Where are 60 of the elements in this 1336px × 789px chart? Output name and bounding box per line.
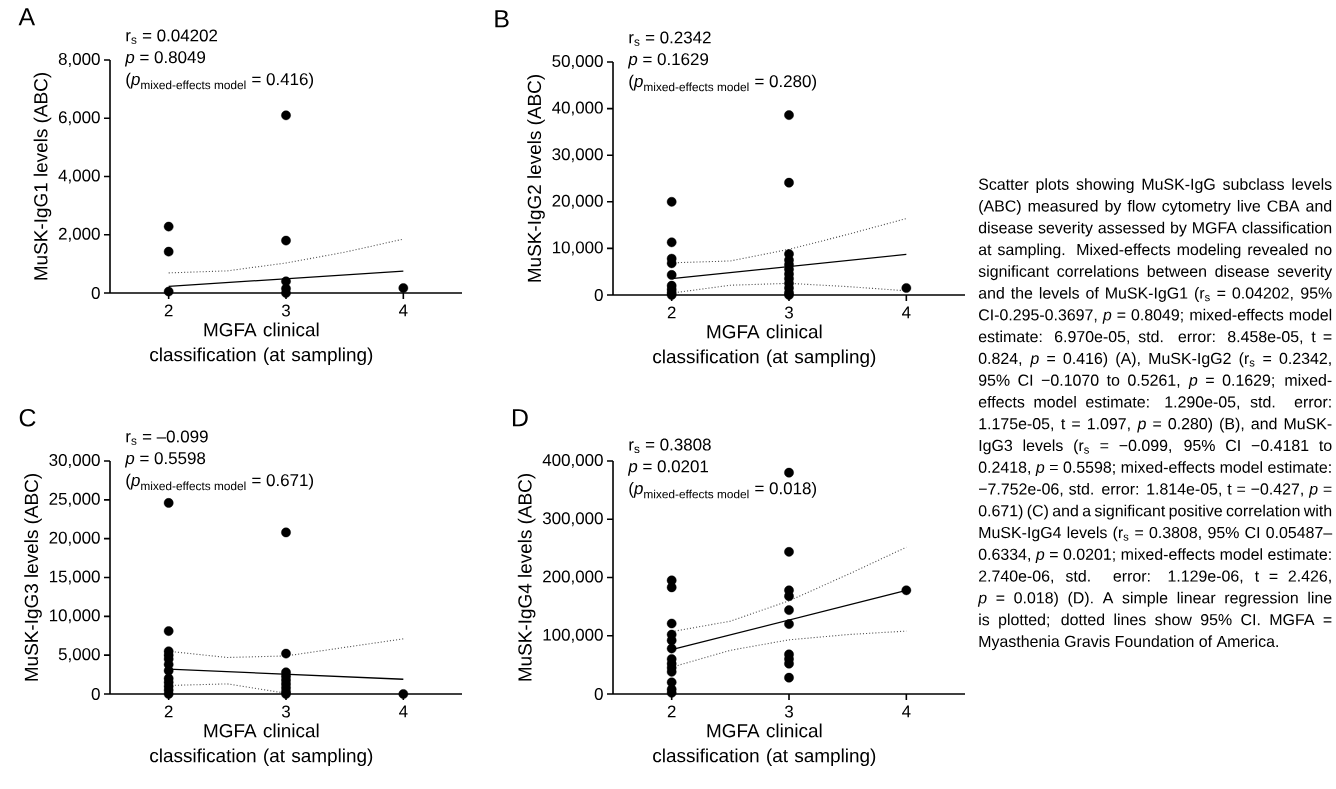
- y-tick-label: 20,000: [552, 194, 603, 209]
- x-tick-label: 2: [164, 705, 173, 718]
- y-tick-label: 25,000: [49, 492, 100, 507]
- y-tick-label: 10,000: [49, 609, 100, 624]
- x-tick-label: 3: [281, 304, 290, 317]
- y-tick-label: 400,000: [542, 454, 603, 468]
- y-axis-title: MuSK-IgG1 levels (ABC): [33, 73, 52, 280]
- y-tick-label: 30,000: [552, 148, 603, 163]
- text: Scatter plots showing MuSK-IgG subclass levels (ABC) measured by flow cytometry live CBA and disease severity assessed by MGFA classification at sampling. Mixed-effects modeling revealed no significant correlations between disease severity and the levels of MuSK-IgG1 (r$_{s}$ = 0.04202, 95% CI-0.295-0.3697, p = 0.8049; mixed-effects model estimate: 6.970e-05, std. error: 8.458e-05, t = 0.824, p = 0.416) (A), MuSK-IgG2 (r$_{s}$ = 0.2342, 95% CI −0.1070 to 0.5261, p = 0.1629; mixed-effects model estimate: 1.290e-05, std. error: 1.175e-05, t = 1.097, p = 0.280) (B), and MuSK-IgG3 levels (r$_{s}$ = −0.099, 95% CI −0.4181 to 0.2418, p = 0.5598; mixed-effects model estimate: −7.752e-06, std. error: 1.814e-05, t = −0.427, p = 0.671) (C) and a significant positive correlation with MuSK-IgG4 levels (r$_{s}$ = 0.3808, 95% CI 0.05487–0.6334, p = 0.0201; mixed-effects model estimate: 2.740e-06, std. error: 1.129e-06, t = 2.426, p = 0.018) (D). A simple linear regression line is plotted; dotted lines show 95% CI. MGFA = Myasthenia Gravis Foundation of America.: [977, 178, 1333, 651]
- y-tick-label: 40,000: [552, 101, 603, 116]
- y-tick-label: 0: [91, 287, 100, 299]
- x-tick-label: 2: [164, 304, 173, 317]
- chart-title: C: [19, 408, 36, 427]
- annotation: $\text{(}\text{\itshape p}_{\text{mixed-effects model}}\text{ = 0.280)}$: [629, 74, 817, 92]
- y-tick-label: 0: [91, 688, 100, 700]
- annotation: p = 0.1629: [627, 53, 709, 69]
- annotation: $\text{(}\text{\itshape p}_{\text{mixed-effects model}}\text{ = 0.671)}$: [126, 473, 314, 491]
- x-axis-title: MGFA clinical classification (at sampling): [150, 723, 373, 767]
- x-axis-title: MGFA clinical classification (at sampling): [150, 322, 373, 366]
- y-axis-title: MuSK-IgG3 levels (ABC): [24, 474, 42, 681]
- x-tick-label: 3: [281, 705, 290, 718]
- y-tick-label: 0: [594, 688, 603, 700]
- y-tick-label: 100,000: [543, 628, 603, 643]
- y-tick-label: 4,000: [58, 169, 100, 184]
- annotation: p = 0.8049: [124, 51, 206, 67]
- y-tick-label: 10,000: [552, 241, 603, 256]
- x-tick-label: 4: [902, 306, 911, 319]
- y-tick-label: 30,000: [49, 454, 100, 468]
- x-tick-label: 4: [399, 705, 408, 718]
- y-axis-title: MuSK-IgG2 levels (ABC): [527, 75, 545, 282]
- y-tick-label: 8,000: [58, 53, 100, 67]
- text: r$_{s}$ = 0.04202: [126, 29, 218, 44]
- x-axis-title: MGFA clinical classification (at sampling): [653, 723, 876, 767]
- y-tick-label: 200,000: [543, 570, 603, 585]
- annotation: $\text{(}\text{\itshape p}_{\text{mixed-effects model}}\text{ = 0.018)}$: [629, 481, 817, 499]
- text: r$_{s}$ = 0.2342: [629, 31, 711, 46]
- x-tick-label: 3: [784, 705, 793, 718]
- y-tick-label: 2,000: [58, 227, 100, 242]
- x-axis-title: MGFA clinical classification (at sampling): [653, 324, 876, 368]
- chart-title: A: [18, 8, 36, 26]
- y-tick-label: 20,000: [49, 531, 100, 546]
- y-tick-label: 50,000: [552, 55, 603, 69]
- x-tick-label: 2: [667, 705, 676, 718]
- y-axis-title: MuSK-IgG4 levels (ABC): [517, 474, 536, 681]
- annotation: p = 0.0201: [627, 460, 709, 476]
- x-tick-label: 4: [902, 705, 911, 718]
- y-tick-label: 300,000: [542, 512, 603, 527]
- y-tick-label: 15,000: [49, 570, 100, 585]
- chart-title: B: [495, 10, 509, 28]
- x-tick-label: 4: [399, 304, 408, 317]
- annotation: $\text{(}\text{\itshape p}_{\text{mixed-effects model}}\text{ = 0.416)}$: [126, 72, 314, 90]
- text: r$_{s}$ = –0.099: [126, 430, 208, 445]
- y-tick-label: 5,000: [58, 648, 100, 663]
- y-tick-label: 0: [594, 289, 603, 301]
- y-tick-label: 6,000: [58, 111, 100, 126]
- text: r$_{s}$ = 0.3808: [629, 438, 711, 454]
- x-tick-label: 2: [667, 306, 676, 319]
- x-tick-label: 3: [784, 306, 793, 319]
- chart-title: D: [512, 409, 528, 427]
- annotation: p = 0.5598: [124, 452, 206, 468]
